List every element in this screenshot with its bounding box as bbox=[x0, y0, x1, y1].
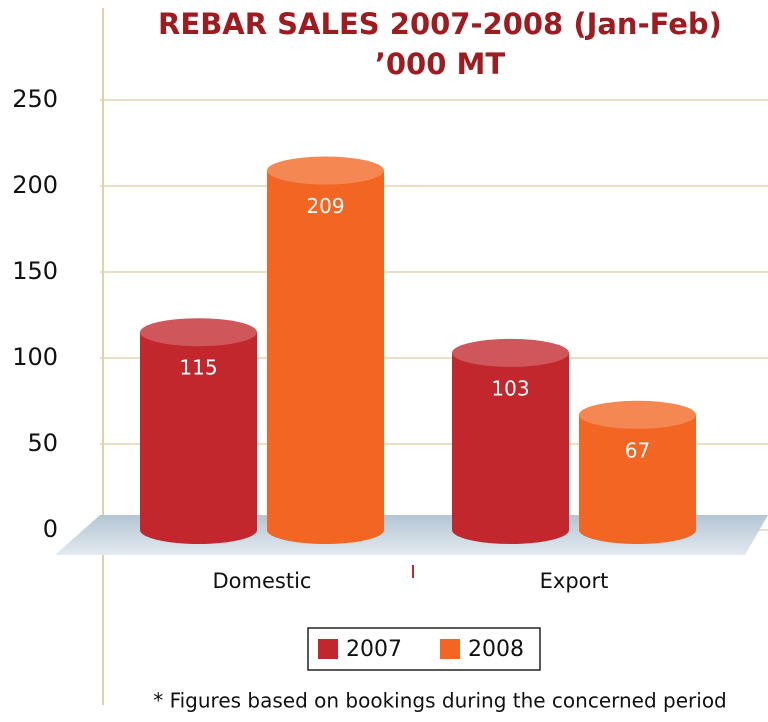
y-tick-label: 50 bbox=[27, 429, 58, 457]
footnote: * Figures based on bookings during the c… bbox=[153, 689, 727, 713]
legend bbox=[307, 627, 541, 671]
y-tick-label: 150 bbox=[12, 257, 58, 285]
data-label: 115 bbox=[179, 356, 217, 380]
bar-body bbox=[267, 170, 384, 544]
bar bbox=[579, 400, 696, 544]
x-tick-label: Domestic bbox=[213, 569, 312, 593]
bar bbox=[140, 318, 257, 544]
data-label: 103 bbox=[491, 376, 529, 400]
y-tick-label: 200 bbox=[12, 171, 58, 199]
bar-body bbox=[140, 332, 257, 544]
bar-top bbox=[452, 338, 569, 367]
bar-top bbox=[267, 156, 384, 185]
legend-label: 2007 bbox=[346, 637, 402, 662]
data-label: 67 bbox=[625, 438, 650, 462]
bar-body bbox=[452, 352, 569, 544]
y-tick-label: 250 bbox=[12, 85, 58, 113]
y-tick-label: 0 bbox=[43, 515, 58, 543]
bar bbox=[267, 156, 384, 544]
data-label: 209 bbox=[306, 194, 344, 218]
bar-body bbox=[579, 414, 696, 544]
x-tick-label: Export bbox=[540, 569, 609, 593]
bar bbox=[452, 338, 569, 544]
bar-top bbox=[579, 400, 696, 429]
legend-swatch bbox=[440, 639, 460, 659]
legend-label: 2008 bbox=[468, 637, 524, 662]
legend-swatch bbox=[318, 639, 338, 659]
y-tick-label: 100 bbox=[12, 343, 58, 371]
chart-subtitle: ’000 MT bbox=[375, 47, 506, 81]
chart-title: REBAR SALES 2007-2008 (Jan-Feb) bbox=[158, 7, 722, 41]
bar-top bbox=[140, 318, 257, 347]
